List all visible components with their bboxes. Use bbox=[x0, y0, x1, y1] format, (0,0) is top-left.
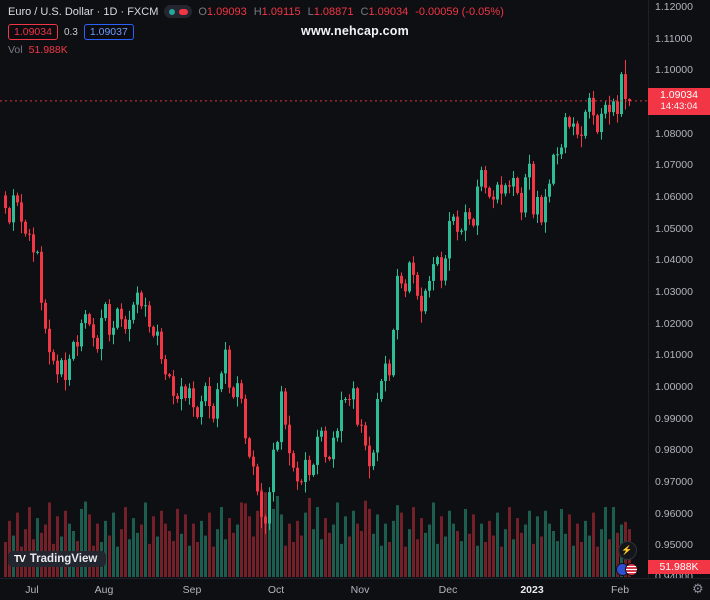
price-tick: 1.10000 bbox=[655, 64, 693, 77]
high-value: 1.09115 bbox=[261, 5, 301, 18]
symbol-legend[interactable]: Euro / U.S. Dollar · 1D · FXCM O1.09093 … bbox=[8, 5, 504, 18]
price-tick: 0.97000 bbox=[655, 476, 693, 488]
candles-layer bbox=[4, 59, 631, 534]
spread-value: 0.3 bbox=[63, 26, 78, 38]
price-tick: 0.96000 bbox=[655, 507, 693, 520]
low-label: L bbox=[307, 5, 314, 18]
price-tick: 0.95000 bbox=[655, 539, 693, 552]
price-tick: 1.01000 bbox=[655, 349, 693, 362]
time-tick: Aug bbox=[94, 584, 114, 596]
up-color-dot-icon bbox=[168, 8, 175, 15]
settings-gear-icon[interactable]: ⚙ bbox=[692, 581, 704, 596]
volume-axis-label: 51.988K bbox=[648, 560, 710, 574]
currency-pair-flags[interactable] bbox=[616, 563, 638, 576]
low-value: 1.08871 bbox=[313, 5, 354, 18]
price-tick: 0.98000 bbox=[655, 444, 693, 457]
time-tick: 2023 bbox=[520, 584, 544, 596]
open-label: O bbox=[198, 5, 207, 18]
bid-ask-row: 1.09034 0.3 1.09037 bbox=[8, 24, 134, 40]
bar-countdown: 14:43:04 bbox=[660, 100, 698, 112]
time-axis[interactable]: Jul Aug Sep Oct Nov Dec 2023 Feb bbox=[0, 578, 710, 600]
us-flag-icon bbox=[625, 563, 638, 576]
time-tick: Oct bbox=[267, 584, 285, 596]
lightning-icon: ⚡ bbox=[621, 545, 633, 555]
close-label: C bbox=[360, 5, 369, 18]
price-axis[interactable]: 1.12000 1.11000 1.10000 1.08000 1.07000 1.060… bbox=[648, 0, 710, 583]
volume-value: 51.988K bbox=[28, 44, 68, 56]
price-tick: 1.04000 bbox=[655, 254, 693, 267]
watermark-text: www.nehcap.com bbox=[301, 24, 409, 38]
time-tick: Jul bbox=[25, 584, 39, 596]
symbol-title[interactable]: Euro / U.S. Dollar · 1D · FXCM bbox=[8, 5, 159, 18]
price-tick: 0.99000 bbox=[655, 412, 693, 425]
volume-legend[interactable]: Vol 51.988K bbox=[8, 44, 68, 56]
volume-layer bbox=[4, 489, 631, 577]
tradingview-logo[interactable]: TV TradingView bbox=[8, 551, 107, 567]
change-value: -0.00059 (-0.05%) bbox=[415, 5, 504, 18]
down-color-dot-icon bbox=[178, 8, 188, 15]
price-tick: 1.00000 bbox=[655, 381, 693, 393]
open-value: 1.09093 bbox=[206, 5, 247, 18]
buy-price-button[interactable]: 1.09037 bbox=[83, 24, 134, 40]
price-tick: 1.12000 bbox=[655, 1, 693, 13]
price-tick: 1.08000 bbox=[655, 127, 693, 140]
close-value: 1.09034 bbox=[368, 5, 409, 18]
boost-button[interactable]: ⚡ bbox=[617, 541, 637, 560]
time-tick: Feb bbox=[610, 584, 630, 596]
last-price-label: 1.09034 14:43:04 bbox=[648, 87, 710, 115]
volume-label: Vol bbox=[8, 44, 23, 56]
price-tick: 1.11000 bbox=[655, 32, 693, 45]
high-label: H bbox=[253, 5, 262, 18]
time-tick: Sep bbox=[182, 584, 202, 596]
sell-price-button[interactable]: 1.09034 bbox=[8, 24, 58, 40]
time-tick: Nov bbox=[350, 584, 370, 596]
price-tick: 1.06000 bbox=[655, 191, 693, 203]
price-tick: 1.05000 bbox=[655, 222, 693, 235]
visibility-toggle[interactable] bbox=[164, 5, 193, 18]
last-price-value: 1.09034 bbox=[660, 88, 698, 101]
ohlc-values: O1.09093 H1.09115 L1.08871 C1.09034 -0.0… bbox=[198, 6, 504, 18]
time-tick: Dec bbox=[438, 584, 458, 596]
quick-actions: ⚡ bbox=[616, 541, 638, 576]
price-tick: 1.02000 bbox=[655, 317, 693, 330]
tradingview-logo-text: TradingView bbox=[29, 553, 98, 565]
price-tick: 1.03000 bbox=[655, 286, 693, 298]
tradingview-logo-icon: TV bbox=[14, 553, 26, 565]
price-tick: 1.07000 bbox=[655, 159, 693, 172]
